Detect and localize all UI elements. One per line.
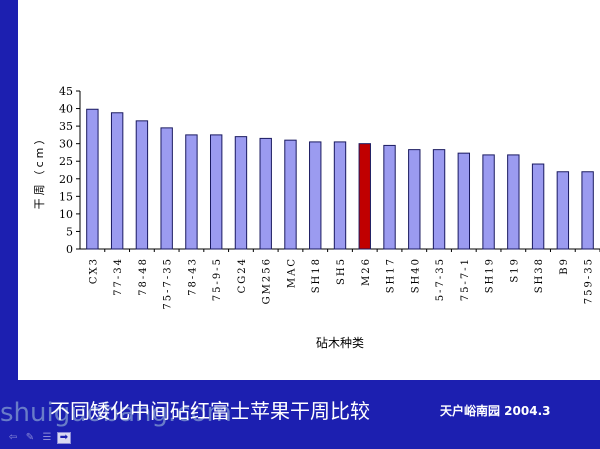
x-tick-label: 77-34 xyxy=(113,257,124,296)
bar-75-7-35 xyxy=(160,127,173,250)
x-tick-label: SH18 xyxy=(311,257,322,293)
bar-chart: 0 5 10 15 20 25 30 35 40 45 干周（cm） CX3 77-34 78-48 75-… xyxy=(33,85,600,350)
bar-SH19 xyxy=(482,154,495,250)
slide-navigation: ⇦ ✎ ☰ ➡ xyxy=(6,431,71,445)
chart-panel: 0 5 10 15 20 25 30 35 40 45 干周（cm） CX3 77-34 78-48 75-… xyxy=(18,0,600,380)
bar-B9 xyxy=(556,171,570,250)
x-tick-label: CX3 xyxy=(88,257,99,284)
x-tick-label: SH19 xyxy=(485,257,496,293)
bar-GM256 xyxy=(259,137,272,250)
bar-759-35 xyxy=(581,171,594,250)
watermark-text: shuiguobang.com xyxy=(0,398,232,428)
x-tick-label: MAC xyxy=(286,257,297,288)
bar-75-7-1 xyxy=(457,152,471,250)
x-tick-label: B9 xyxy=(559,257,570,275)
x-tick-label: SH40 xyxy=(410,257,421,293)
bar-SH40 xyxy=(408,149,421,250)
prev-icon[interactable]: ⇦ xyxy=(8,432,18,443)
bar-78-43 xyxy=(185,134,198,250)
y-tick-label: 45 xyxy=(59,85,73,98)
y-tick-label: 10 xyxy=(59,208,73,221)
y-tick-label: 25 xyxy=(59,155,73,168)
x-tick-label: 75-7-35 xyxy=(163,257,174,310)
x-tick-label: 759-35 xyxy=(584,257,595,304)
x-tick-label: 5-7-35 xyxy=(435,257,446,301)
bar-SH17 xyxy=(383,144,396,250)
y-tick-label: 40 xyxy=(59,103,73,116)
bar-M26 xyxy=(358,143,371,250)
slide-caption: 不同矮化中间砧红富士苹果干周比较 xyxy=(50,399,370,423)
x-tick-label: 75-9-5 xyxy=(212,257,223,301)
bar-SH18 xyxy=(309,141,322,250)
bar-5-7-35 xyxy=(432,149,446,250)
x-tick-label: SH38 xyxy=(534,257,545,293)
x-tick-label: 78-48 xyxy=(138,257,149,296)
y-tick-label: 35 xyxy=(59,120,73,133)
y-tick-label: 5 xyxy=(66,225,73,238)
bar-CX3 xyxy=(86,108,99,250)
bar-77-34 xyxy=(110,112,124,250)
bar-75-9-5 xyxy=(209,134,223,250)
x-axis-label: 砧木种类 xyxy=(316,336,364,350)
bar-78-48 xyxy=(135,120,149,250)
pen-icon[interactable]: ✎ xyxy=(25,432,35,443)
x-tick-label: CG24 xyxy=(237,257,248,293)
menu-icon[interactable]: ☰ xyxy=(42,432,52,443)
x-tick-label: S19 xyxy=(509,257,520,283)
x-tick-label: M26 xyxy=(361,257,372,286)
y-tick-label: 15 xyxy=(59,190,73,203)
bar-CG24 xyxy=(234,136,248,250)
x-tick-label: GM256 xyxy=(262,257,273,304)
x-tick-label: SH17 xyxy=(386,257,397,293)
y-tick-label: 20 xyxy=(59,173,73,186)
slide-caption-sub: 天户峪南园 2004.3 xyxy=(440,404,551,418)
bar-SH5 xyxy=(333,141,347,250)
bar-MAC xyxy=(284,139,297,250)
y-axis-label: 干周（cm） xyxy=(33,131,46,210)
y-tick-label: 0 xyxy=(66,243,73,256)
x-tick-label: 78-43 xyxy=(187,257,198,296)
y-tick-label: 30 xyxy=(59,138,73,151)
x-tick-label: 75-7-1 xyxy=(460,257,471,301)
next-icon[interactable]: ➡ xyxy=(57,432,71,444)
x-tick-label: SH5 xyxy=(336,257,347,285)
bar-S19 xyxy=(507,154,520,250)
bar-SH38 xyxy=(531,163,545,250)
